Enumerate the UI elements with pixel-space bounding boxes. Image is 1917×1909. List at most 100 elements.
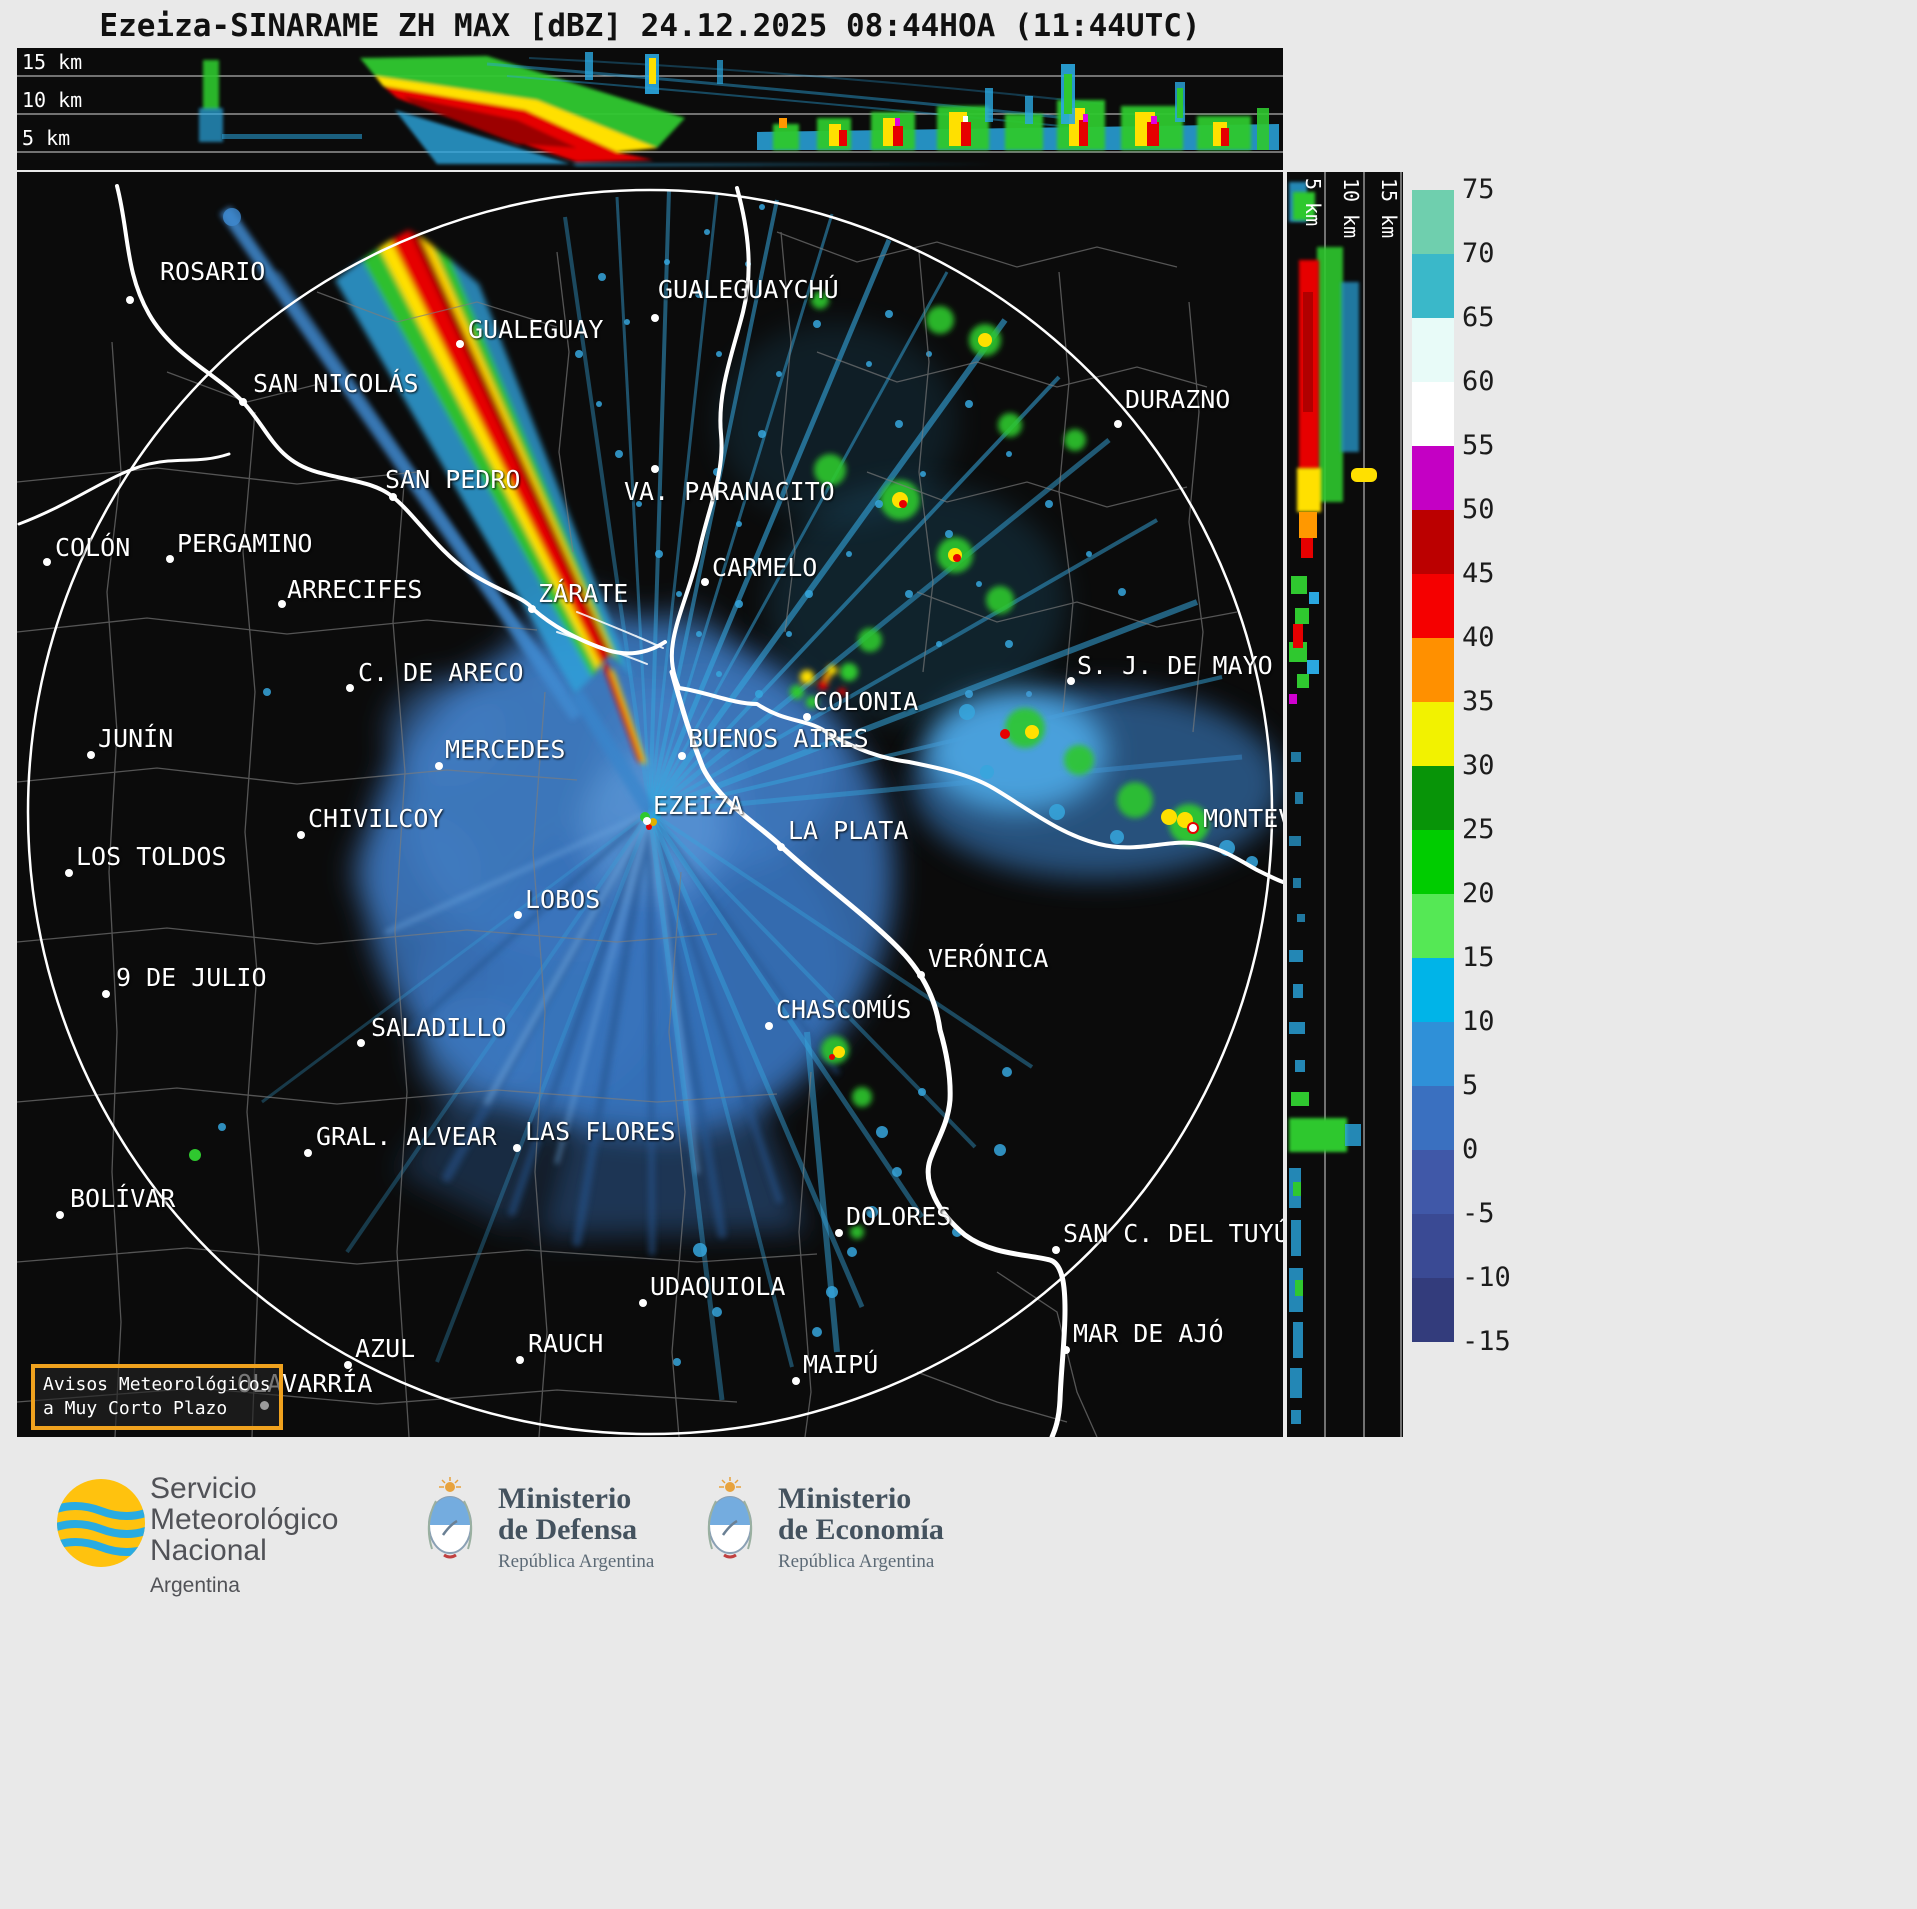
city-label: MERCEDES	[445, 735, 566, 764]
dbz-colorbar	[1412, 190, 1454, 1342]
city-dot	[102, 990, 110, 998]
argentina-coat-of-arms-icon	[427, 1477, 473, 1559]
city-dot	[346, 684, 354, 692]
advisory-dot-icon	[260, 1401, 269, 1410]
advisory-box[interactable]: Avisos Meteorológicos a Muy Corto Plazo	[31, 1364, 283, 1430]
colorbar-tick-label: 25	[1462, 814, 1495, 845]
colorbar-tick-label: 20	[1462, 878, 1495, 909]
colorbar-segment	[1412, 702, 1454, 766]
right-cross-section-graphic	[1289, 172, 1402, 1437]
city-label: 9 DE JULIO	[116, 963, 267, 992]
city-label: MAIPÚ	[803, 1350, 879, 1379]
city-label: CHASCOMÚS	[776, 995, 912, 1024]
city-label: SAN PEDRO	[385, 465, 521, 494]
city-dot	[678, 752, 686, 760]
city-label: C. DE ARECO	[358, 658, 524, 687]
city-dot	[304, 1149, 312, 1157]
city-label: GUALEGUAY	[468, 315, 604, 344]
colorbar-tick-label: 70	[1462, 238, 1495, 269]
city-label: BOLÍVAR	[70, 1184, 176, 1213]
colorbar-tick-label: 55	[1462, 430, 1495, 461]
colorbar-segment	[1412, 766, 1454, 830]
colorbar-tick-label: 65	[1462, 302, 1495, 333]
argentina-coat-of-arms-icon	[707, 1477, 753, 1559]
city-dot	[651, 314, 659, 322]
city-dot	[87, 751, 95, 759]
top-cross-section-panel: 15 km 10 km 5 km	[17, 48, 1283, 170]
colorbar-segment	[1412, 1278, 1454, 1342]
city-dot	[456, 340, 464, 348]
city-dot	[835, 1229, 843, 1237]
city-label: LA PLATA	[788, 816, 909, 845]
city-label: ROSARIO	[160, 257, 266, 286]
city-label: VA. PARANACITO	[624, 477, 835, 506]
advisory-line2: a Muy Corto Plazo	[43, 1398, 228, 1419]
city-label: JUNÍN	[98, 724, 174, 753]
city-label: ARRECIFES	[287, 575, 423, 604]
city-label: MAR DE AJÓ	[1073, 1319, 1224, 1348]
city-label: COLONIA	[813, 687, 919, 716]
city-dot	[643, 817, 651, 825]
footer: Servicio Meteorológico Nacional Argentin…	[0, 1437, 1917, 1909]
economia-wordmark: Ministerio de Economía República Argenti…	[778, 1483, 944, 1573]
colorbar-segment	[1412, 830, 1454, 894]
city-dot	[1114, 420, 1122, 428]
defensa-line2: de Defensa	[498, 1513, 638, 1546]
city-dot	[65, 869, 73, 877]
advisory-line1: Avisos Meteorológicos	[43, 1374, 271, 1395]
city-label-layer: ROSARIO GUALEGUAYCHÚ GUALEGUAY SAN NICOLÁS D…	[17, 172, 1283, 1437]
colorbar-tick-label: 35	[1462, 686, 1495, 717]
city-label: COLÓN	[55, 533, 131, 562]
economia-sub: República Argentina	[778, 1551, 935, 1572]
colorbar-segment	[1412, 574, 1454, 638]
city-dot	[126, 296, 134, 304]
colorbar-tick-label: 45	[1462, 558, 1495, 589]
defensa-sub: República Argentina	[498, 1551, 655, 1572]
echo-speckles	[218, 204, 1126, 1131]
colorbar-segment	[1412, 254, 1454, 318]
city-label: SAN C. DEL TUYÚ	[1063, 1219, 1283, 1248]
smn-line3: Nacional	[150, 1534, 267, 1567]
colorbar-tick-label: -15	[1462, 1326, 1511, 1357]
city-label: EZEIZA	[653, 791, 744, 820]
city-dot	[389, 493, 397, 501]
city-label: LAS FLORES	[525, 1117, 676, 1146]
city-dot	[765, 1022, 773, 1030]
city-dot	[1062, 1346, 1070, 1354]
city-label: GUALEGUAYCHÚ	[658, 275, 839, 304]
colorbar-tick-label: -5	[1462, 1198, 1495, 1229]
city-dot	[1067, 677, 1075, 685]
city-dot	[357, 1039, 365, 1047]
city-label: MONTEVIDEO	[1203, 804, 1283, 833]
city-label: SALADILLO	[371, 1013, 507, 1042]
city-dot	[239, 398, 247, 406]
colorbar-tick-label: 50	[1462, 494, 1495, 525]
city-label: CARMELO	[712, 553, 818, 582]
page-title: Ezeiza-SINARAME ZH MAX [dBZ] 24.12.2025 …	[99, 8, 1201, 44]
city-dot	[1052, 1246, 1060, 1254]
city-dot	[792, 1377, 800, 1385]
city-label: DURAZNO	[1125, 385, 1231, 414]
colorbar-segment	[1412, 446, 1454, 510]
city-label: SAN NICOLÁS	[253, 369, 419, 398]
colorbar-segment	[1412, 1214, 1454, 1278]
city-dot	[297, 831, 305, 839]
colorbar-tick-label: 0	[1462, 1134, 1479, 1165]
right-cross-section-panel: 5 km 10 km 15 km	[1287, 172, 1403, 1437]
colorbar-segment	[1412, 1086, 1454, 1150]
city-dot	[278, 600, 286, 608]
city-label: CHIVILCOY	[308, 804, 444, 833]
smn-wordmark: Servicio Meteorológico Nacional Argentin…	[150, 1473, 338, 1601]
city-label: DOLORES	[846, 1202, 952, 1231]
city-dot	[166, 555, 174, 563]
right-altitude-label-10km: 10 km	[1339, 178, 1363, 239]
city-label: LOS TOLDOS	[76, 842, 227, 871]
smn-sun-icon	[57, 1479, 145, 1567]
colorbar-tick-label: -10	[1462, 1262, 1511, 1293]
altitude-label-15km: 15 km	[22, 50, 83, 74]
colorbar-tick-label: 40	[1462, 622, 1495, 653]
colorbar-segment	[1412, 318, 1454, 382]
city-dot	[651, 465, 659, 473]
city-label: PERGAMINO	[177, 529, 313, 558]
